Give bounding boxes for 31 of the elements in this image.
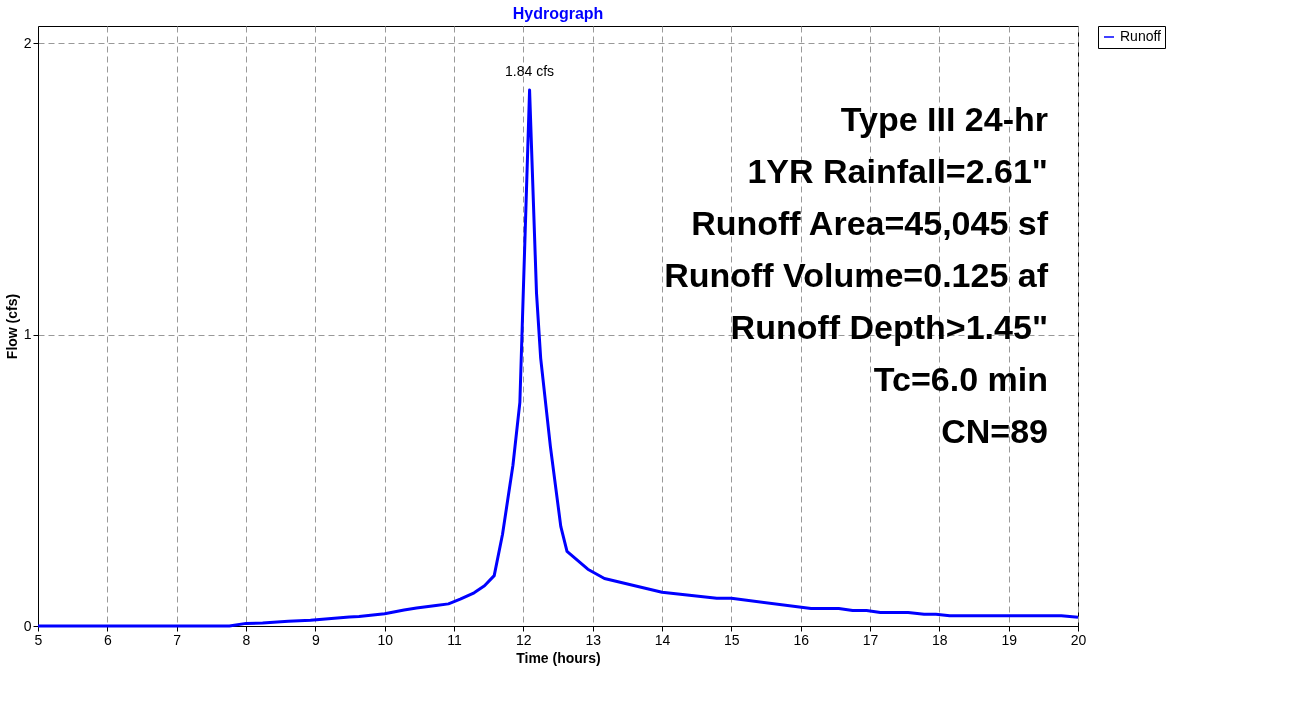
x-tick-label: 11 [447, 631, 462, 648]
x-tick-label: 10 [377, 631, 394, 648]
x-tick-label: 17 [862, 631, 879, 648]
x-tick-label: 14 [654, 631, 671, 648]
y-tick-label: 1 [23, 326, 32, 343]
annotation: Type III 24-hr [840, 100, 1048, 138]
annotation: 1YR Rainfall=2.61" [747, 152, 1048, 190]
x-tick-label: 19 [1001, 631, 1018, 648]
x-tick-label: 13 [585, 631, 602, 648]
x-tick-label: 18 [932, 631, 948, 648]
x-tick-label: 16 [793, 631, 810, 648]
chart-title: Hydrograph [512, 4, 604, 22]
x-tick-label: 5 [34, 631, 43, 648]
x-axis-title: Time (hours) [516, 649, 601, 666]
annotation: 1.84 cfs [505, 63, 555, 80]
y-axis-title: Flow (cfs) [3, 293, 20, 360]
annotation: Tc=6.0 min [873, 360, 1048, 398]
x-tick-label: 20 [1070, 631, 1087, 648]
x-tick-label: 8 [242, 631, 251, 648]
legend-label: Runoff [1120, 28, 1162, 44]
x-tick-label: 12 [516, 631, 532, 648]
x-tick-label: 6 [103, 631, 112, 648]
annotation: Runoff Volume=0.125 af [664, 256, 1049, 294]
y-tick-label: 0 [23, 617, 32, 634]
y-tick-label: 2 [23, 34, 32, 51]
annotation: Runoff Area=45,045 sf [691, 204, 1049, 242]
x-tick-label: 15 [724, 631, 740, 648]
x-tick-label: 7 [173, 631, 182, 648]
annotation: CN=89 [941, 412, 1048, 450]
annotation: Runoff Depth>1.45" [730, 308, 1048, 346]
x-tick-label: 9 [311, 631, 320, 648]
